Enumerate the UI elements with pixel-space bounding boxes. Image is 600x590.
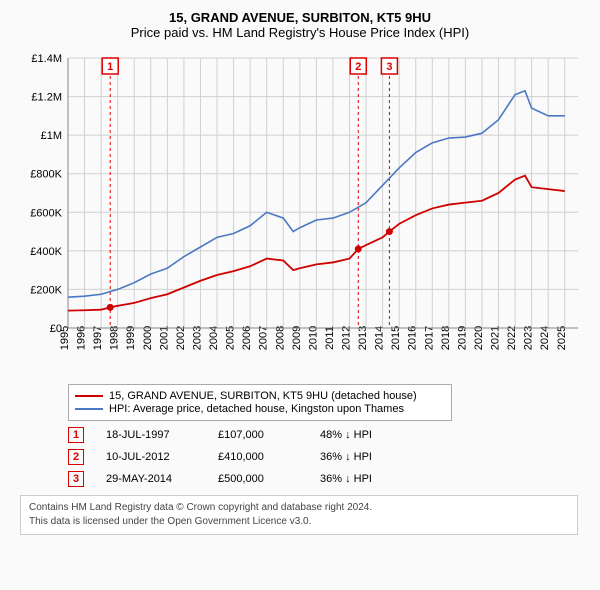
chart-area: £0£200K£400K£600K£800K£1M£1.2M£1.4M19951… (10, 48, 590, 378)
sales-row: 3 29-MAY-2014 £500,000 36% ↓ HPI (68, 471, 590, 487)
sales-marker-icon: 2 (68, 449, 84, 465)
x-axis-label: 1998 (109, 326, 121, 350)
legend-box: 15, GRAND AVENUE, SURBITON, KT5 9HU (det… (68, 384, 452, 421)
x-axis-label: 2019 (456, 326, 468, 350)
sale-marker-number: 1 (107, 61, 113, 73)
footer-line-2: This data is licensed under the Open Gov… (29, 515, 569, 529)
x-axis-label: 2007 (258, 326, 270, 350)
sale-price: £500,000 (218, 473, 298, 485)
y-axis-label: £1M (41, 130, 62, 142)
x-axis-label: 2003 (191, 326, 203, 350)
sales-marker-icon: 1 (68, 427, 84, 443)
x-axis-label: 2010 (307, 326, 319, 350)
x-axis-label: 2025 (556, 326, 568, 350)
x-axis-label: 2022 (506, 326, 518, 350)
sale-marker-number: 2 (355, 61, 361, 73)
legend-label: HPI: Average price, detached house, King… (109, 403, 404, 415)
x-axis-label: 2023 (523, 326, 535, 350)
legend-row: HPI: Average price, detached house, King… (75, 403, 445, 415)
x-axis-label: 2011 (324, 326, 336, 350)
x-axis-label: 2006 (241, 326, 253, 350)
sales-row: 1 18-JUL-1997 £107,000 48% ↓ HPI (68, 427, 590, 443)
footer-attribution: Contains HM Land Registry data © Crown c… (20, 495, 578, 535)
y-axis-label: £1.2M (31, 92, 62, 104)
y-axis-label: £1.4M (31, 53, 62, 65)
y-axis-label: £200K (30, 284, 62, 296)
legend-swatch (75, 395, 103, 397)
x-axis-label: 1995 (59, 326, 71, 350)
x-axis-label: 2009 (291, 326, 303, 350)
x-axis-label: 2016 (407, 326, 419, 350)
sale-delta: 36% ↓ HPI (320, 451, 372, 463)
x-axis-label: 2021 (490, 326, 502, 350)
sales-table: 1 18-JUL-1997 £107,000 48% ↓ HPI 2 10-JUL-201… (68, 427, 590, 487)
y-axis-label: £600K (30, 207, 62, 219)
x-axis-label: 2013 (357, 326, 369, 350)
sale-delta: 36% ↓ HPI (320, 473, 372, 485)
chart-title: 15, GRAND AVENUE, SURBITON, KT5 9HU (10, 10, 590, 25)
x-axis-label: 2012 (340, 326, 352, 350)
legend-row: 15, GRAND AVENUE, SURBITON, KT5 9HU (det… (75, 390, 445, 402)
sales-marker-icon: 3 (68, 471, 84, 487)
x-axis-label: 1997 (92, 326, 104, 350)
x-axis-label: 2001 (158, 326, 170, 350)
footer-line-1: Contains HM Land Registry data © Crown c… (29, 501, 569, 515)
x-axis-label: 2002 (175, 326, 187, 350)
x-axis-label: 2004 (208, 326, 220, 350)
y-axis-label: £800K (30, 169, 62, 181)
sale-price: £107,000 (218, 429, 298, 441)
x-axis-label: 2015 (390, 326, 402, 350)
sales-row: 2 10-JUL-2012 £410,000 36% ↓ HPI (68, 449, 590, 465)
line-chart: £0£200K£400K£600K£800K£1M£1.2M£1.4M19951… (10, 48, 590, 378)
x-axis-label: 2014 (374, 326, 386, 350)
x-axis-label: 2017 (423, 326, 435, 350)
sale-date: 10-JUL-2012 (106, 451, 196, 463)
x-axis-label: 2000 (142, 326, 154, 350)
x-axis-label: 2024 (539, 326, 551, 350)
x-axis-label: 2005 (225, 326, 237, 350)
sale-price: £410,000 (218, 451, 298, 463)
legend-label: 15, GRAND AVENUE, SURBITON, KT5 9HU (det… (109, 390, 417, 402)
x-axis-label: 2018 (440, 326, 452, 350)
x-axis-label: 2008 (274, 326, 286, 350)
sale-date: 18-JUL-1997 (106, 429, 196, 441)
legend-swatch (75, 408, 103, 410)
y-axis-label: £400K (30, 246, 62, 258)
sale-date: 29-MAY-2014 (106, 473, 196, 485)
x-axis-label: 1996 (76, 326, 88, 350)
chart-subtitle: Price paid vs. HM Land Registry's House … (10, 25, 590, 40)
sale-marker-number: 3 (386, 61, 392, 73)
x-axis-label: 1999 (125, 326, 137, 350)
x-axis-label: 2020 (473, 326, 485, 350)
sale-delta: 48% ↓ HPI (320, 429, 372, 441)
